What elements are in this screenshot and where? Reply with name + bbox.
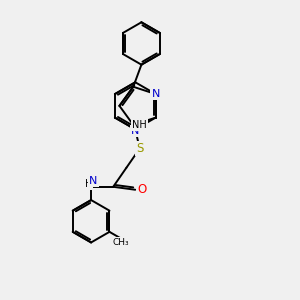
Text: CH₃: CH₃ <box>112 238 129 247</box>
Text: N: N <box>89 176 98 186</box>
Text: N: N <box>152 89 160 99</box>
Text: H: H <box>85 179 92 190</box>
Text: N: N <box>131 126 140 136</box>
Text: NH: NH <box>132 120 147 130</box>
Text: S: S <box>136 142 143 155</box>
Text: O: O <box>137 183 146 196</box>
